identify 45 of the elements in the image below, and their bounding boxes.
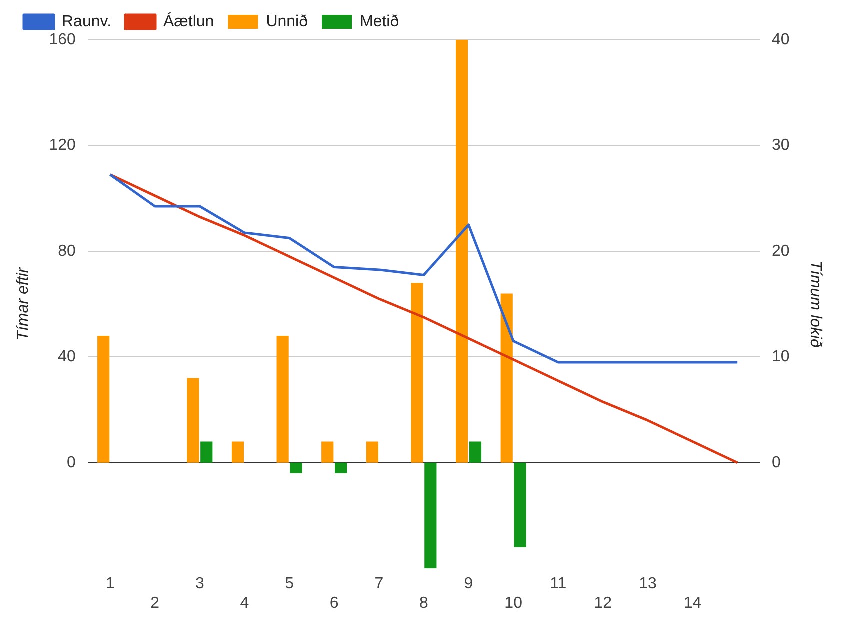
bar bbox=[276, 336, 289, 463]
y-tick-label: 40 bbox=[58, 348, 76, 366]
bar bbox=[500, 294, 513, 463]
bar bbox=[411, 283, 424, 463]
x-tick-label: 3 bbox=[195, 576, 204, 593]
bar bbox=[322, 442, 334, 463]
bar bbox=[290, 462, 302, 474]
x-tick-label: 12 bbox=[594, 594, 612, 612]
legend-label: Unnið bbox=[266, 13, 308, 30]
bar bbox=[424, 462, 437, 569]
x-tick-label: 13 bbox=[639, 576, 657, 593]
legend-label: Áætlun bbox=[164, 12, 214, 30]
x-tick-label: 6 bbox=[330, 594, 339, 612]
legend-label: Raunv. bbox=[62, 13, 112, 30]
bar bbox=[232, 442, 244, 463]
y2-tick-label: 0 bbox=[772, 454, 782, 472]
bar bbox=[98, 336, 110, 463]
x-tick-label: 8 bbox=[419, 594, 428, 612]
y-axis-title: Tímar eftir bbox=[15, 267, 32, 341]
y-tick-label: 120 bbox=[49, 137, 76, 154]
x-tick-label: 9 bbox=[464, 576, 474, 593]
x-tick-label: 10 bbox=[504, 594, 523, 612]
bar bbox=[469, 442, 482, 463]
bar bbox=[200, 442, 213, 463]
x-tick-label: 14 bbox=[684, 594, 702, 612]
bar bbox=[366, 442, 378, 463]
x-tick-label: 5 bbox=[285, 576, 294, 593]
bar bbox=[187, 378, 200, 463]
y2-axis-title: Tímum lokið bbox=[806, 260, 824, 348]
x-tick-label: 11 bbox=[550, 576, 567, 593]
y2-tick-label: 10 bbox=[772, 348, 790, 366]
x-tick-label: 4 bbox=[240, 594, 250, 612]
x-tick-label: 1 bbox=[106, 576, 115, 593]
bar bbox=[456, 40, 468, 463]
x-tick-label: 2 bbox=[150, 594, 160, 612]
legend-label: Metið bbox=[360, 13, 400, 30]
y-tick-label: 0 bbox=[66, 454, 76, 472]
x-tick-label: 7 bbox=[374, 576, 384, 593]
bar bbox=[335, 462, 348, 474]
y2-tick-label: 40 bbox=[772, 31, 790, 48]
bar bbox=[514, 462, 526, 548]
y-tick-label: 160 bbox=[49, 31, 76, 48]
y2-tick-label: 20 bbox=[772, 242, 790, 260]
y2-tick-label: 30 bbox=[772, 137, 790, 154]
y-tick-label: 80 bbox=[58, 242, 76, 260]
